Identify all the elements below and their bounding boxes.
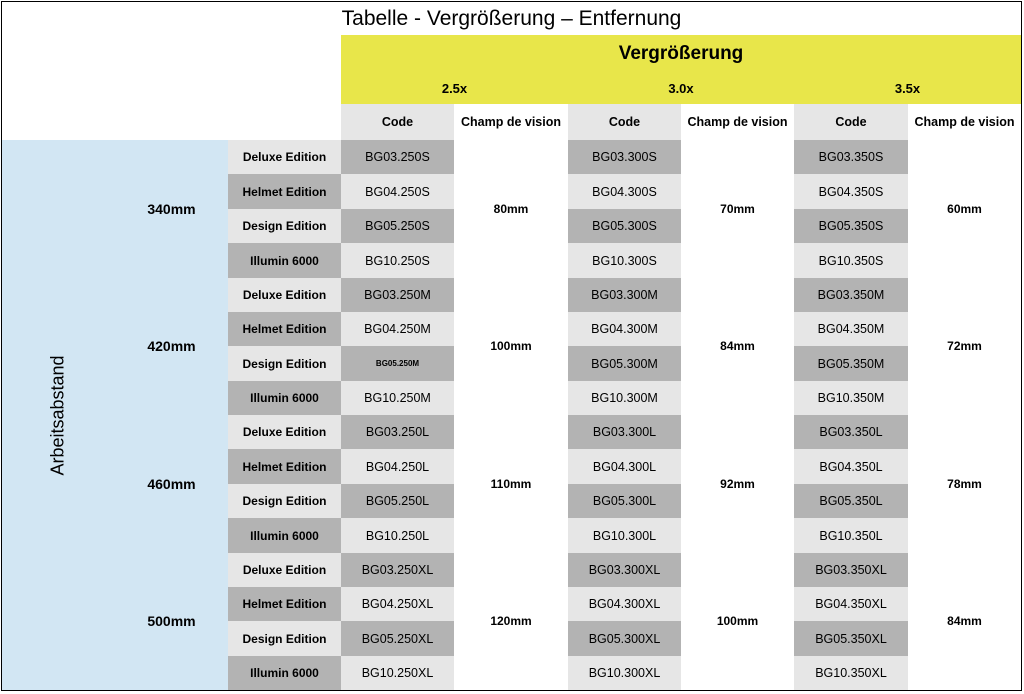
- product-code-3-5x: BG04.350S: [794, 174, 908, 210]
- product-code-3-0x: BG04.300XL: [568, 586, 681, 622]
- edition-label-deluxe: Deluxe Edition: [228, 140, 341, 175]
- edition-label-deluxe: Deluxe Edition: [228, 415, 341, 450]
- product-code-3-5x: BG10.350L: [794, 518, 908, 553]
- distance-label: 420mm: [147, 338, 196, 355]
- edition-label-design: Design Edition: [228, 621, 341, 657]
- working-distance-band: [2, 140, 228, 690]
- magnification-3-0x: 3.0x: [668, 81, 694, 96]
- product-code-3-5x: BG10.350S: [794, 243, 908, 278]
- product-code-3-0x: BG05.300S: [568, 208, 681, 244]
- product-code-3-0x: BG03.300S: [568, 140, 681, 175]
- product-code-2-5x: BG10.250S: [341, 243, 454, 278]
- magnification-2-5x: 2.5x: [441, 81, 468, 96]
- product-code-2-5x: BG04.250XL: [341, 586, 454, 622]
- column-header-fov-3-0x: Champ de vision: [687, 115, 788, 129]
- field-of-view-3-5x: 84mm: [947, 614, 982, 629]
- field-of-view-2-5x: 100mm: [490, 339, 532, 354]
- product-code-3-5x: BG05.350XL: [794, 621, 908, 657]
- edition-label-helmet: Helmet Edition: [228, 449, 341, 485]
- field-of-view-3-5x: 78mm: [947, 476, 982, 491]
- product-code-3-5x: BG04.350XL: [794, 586, 908, 622]
- product-code-3-5x: BG10.350XL: [794, 655, 908, 690]
- edition-label-helmet: Helmet Edition: [228, 586, 341, 622]
- product-code-3-0x: BG05.300XL: [568, 621, 681, 657]
- edition-label-deluxe: Deluxe Edition: [228, 277, 341, 313]
- product-code-2-5x: BG03.250M: [341, 277, 454, 313]
- product-code-3-5x: BG03.350S: [794, 140, 908, 175]
- product-code-2-5x: BG05.250XL: [341, 621, 454, 657]
- product-code-3-0x: BG04.300L: [568, 449, 681, 485]
- product-code-2-5x: BG04.250L: [341, 449, 454, 485]
- field-of-view-3-5x: 72mm: [947, 339, 982, 354]
- product-code-3-0x: BG10.300XL: [568, 655, 681, 690]
- axis-label-wrapper: Arbeitsabstand: [2, 140, 115, 690]
- edition-label-deluxe: Deluxe Edition: [228, 552, 341, 588]
- edition-label-illumin: Illumin 6000: [228, 518, 341, 553]
- product-code-3-5x: BG03.350M: [794, 277, 908, 313]
- product-code-2-5x: BG05.250M: [341, 346, 454, 382]
- distance-label: 340mm: [147, 200, 196, 217]
- product-code-3-0x: BG04.300M: [568, 311, 681, 347]
- product-code-3-0x: BG10.300L: [568, 518, 681, 553]
- product-code-3-0x: BG03.300XL: [568, 552, 681, 588]
- product-code-3-0x: BG03.300M: [568, 277, 681, 313]
- column-header-code-3-5x: Code: [794, 104, 908, 140]
- product-code-2-5x: BG05.250S: [341, 208, 454, 244]
- column-header-code-2-5x: Code: [341, 104, 454, 140]
- product-code-3-5x: BG05.350S: [794, 208, 908, 244]
- axis-label: Arbeitsabstand: [48, 354, 69, 476]
- product-code-3-5x: BG03.350XL: [794, 552, 908, 588]
- edition-label-design: Design Edition: [228, 208, 341, 244]
- edition-label-design: Design Edition: [228, 346, 341, 382]
- magnification-header: Vergrößerung: [618, 43, 744, 64]
- product-code-2-5x: BG03.250XL: [341, 552, 454, 588]
- distance-label: 500mm: [147, 613, 196, 630]
- column-header-fov-2-5x: Champ de vision: [460, 115, 562, 129]
- magnification-header-band: [341, 35, 1021, 104]
- field-of-view-3-5x: 60mm: [947, 201, 982, 216]
- edition-label-illumin: Illumin 6000: [228, 655, 341, 690]
- product-code-3-5x: BG05.350L: [794, 483, 908, 519]
- product-code-2-5x: BG10.250M: [341, 380, 454, 416]
- field-of-view-3-0x: 70mm: [720, 201, 755, 216]
- product-code-2-5x: BG10.250XL: [341, 655, 454, 690]
- product-code-3-5x: BG03.350L: [794, 415, 908, 450]
- field-of-view-2-5x: 110mm: [490, 476, 532, 491]
- edition-label-design: Design Edition: [228, 483, 341, 519]
- product-code-3-5x: BG04.350L: [794, 449, 908, 485]
- product-code-3-5x: BG10.350M: [794, 380, 908, 416]
- product-code-3-0x: BG10.300M: [568, 380, 681, 416]
- edition-label-helmet: Helmet Edition: [228, 174, 341, 210]
- field-of-view-2-5x: 120mm: [490, 614, 532, 629]
- magnification-3-5x: 3.5x: [894, 81, 921, 96]
- edition-label-helmet: Helmet Edition: [228, 311, 341, 347]
- field-of-view-3-0x: 100mm: [716, 614, 759, 629]
- product-code-3-0x: BG03.300L: [568, 415, 681, 450]
- column-header-code-3-0x: Code: [568, 104, 681, 140]
- page-title: Tabelle - Vergrößerung – Entfernung: [341, 6, 682, 30]
- product-code-2-5x: BG10.250L: [341, 518, 454, 553]
- field-of-view-3-0x: 92mm: [720, 476, 755, 491]
- distance-label: 460mm: [147, 475, 196, 492]
- product-code-3-0x: BG10.300S: [568, 243, 681, 278]
- product-code-2-5x: BG04.250M: [341, 311, 454, 347]
- product-code-3-0x: BG04.300S: [568, 174, 681, 210]
- product-code-3-0x: BG05.300M: [568, 346, 681, 382]
- field-of-view-3-0x: 84mm: [720, 339, 755, 354]
- field-of-view-2-5x: 80mm: [493, 201, 529, 216]
- product-code-2-5x: BG03.250L: [341, 415, 454, 450]
- product-code-2-5x: BG03.250S: [341, 140, 454, 175]
- product-code-2-5x: BG05.250L: [341, 483, 454, 519]
- product-code-3-5x: BG04.350M: [794, 311, 908, 347]
- edition-label-illumin: Illumin 6000: [228, 380, 341, 416]
- edition-label-illumin: Illumin 6000: [228, 243, 341, 278]
- product-code-3-5x: BG05.350M: [794, 346, 908, 382]
- column-header-fov-3-5x: Champ de vision: [914, 115, 1015, 129]
- product-code-3-0x: BG05.300L: [568, 483, 681, 519]
- product-code-2-5x: BG04.250S: [341, 174, 454, 210]
